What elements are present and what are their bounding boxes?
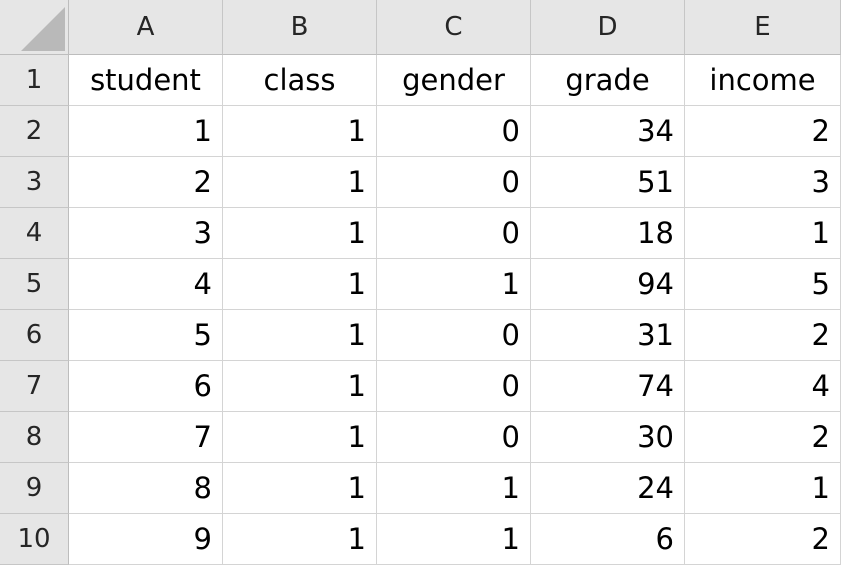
cell-e4[interactable]: 1 bbox=[685, 208, 841, 259]
cell-c8[interactable]: 0 bbox=[377, 412, 531, 463]
cell-a2[interactable]: 1 bbox=[69, 106, 223, 157]
cell-e2[interactable]: 2 bbox=[685, 106, 841, 157]
row-header-10[interactable]: 10 bbox=[0, 514, 69, 565]
cell-a3[interactable]: 2 bbox=[69, 157, 223, 208]
row-header-2[interactable]: 2 bbox=[0, 106, 69, 157]
select-all-triangle-icon bbox=[21, 7, 65, 51]
row-header-5[interactable]: 5 bbox=[0, 259, 69, 310]
cell-a8[interactable]: 7 bbox=[69, 412, 223, 463]
cell-d8[interactable]: 30 bbox=[531, 412, 685, 463]
cell-c9[interactable]: 1 bbox=[377, 463, 531, 514]
column-header-d[interactable]: D bbox=[531, 0, 685, 55]
column-header-b[interactable]: B bbox=[223, 0, 377, 55]
cell-d7[interactable]: 74 bbox=[531, 361, 685, 412]
cell-b10[interactable]: 1 bbox=[223, 514, 377, 565]
row-header-4[interactable]: 4 bbox=[0, 208, 69, 259]
cell-e10[interactable]: 2 bbox=[685, 514, 841, 565]
cell-a6[interactable]: 5 bbox=[69, 310, 223, 361]
cell-e6[interactable]: 2 bbox=[685, 310, 841, 361]
cell-c7[interactable]: 0 bbox=[377, 361, 531, 412]
cell-e7[interactable]: 4 bbox=[685, 361, 841, 412]
cell-c6[interactable]: 0 bbox=[377, 310, 531, 361]
cell-d9[interactable]: 24 bbox=[531, 463, 685, 514]
cell-a7[interactable]: 6 bbox=[69, 361, 223, 412]
cell-c4[interactable]: 0 bbox=[377, 208, 531, 259]
row-header-7[interactable]: 7 bbox=[0, 361, 69, 412]
cell-d1[interactable]: grade bbox=[531, 55, 685, 106]
row-header-9[interactable]: 9 bbox=[0, 463, 69, 514]
cell-a4[interactable]: 3 bbox=[69, 208, 223, 259]
cell-b1[interactable]: class bbox=[223, 55, 377, 106]
row-header-6[interactable]: 6 bbox=[0, 310, 69, 361]
cell-b8[interactable]: 1 bbox=[223, 412, 377, 463]
cell-e5[interactable]: 5 bbox=[685, 259, 841, 310]
cell-c5[interactable]: 1 bbox=[377, 259, 531, 310]
column-header-a[interactable]: A bbox=[69, 0, 223, 55]
cell-a10[interactable]: 9 bbox=[69, 514, 223, 565]
cell-d3[interactable]: 51 bbox=[531, 157, 685, 208]
cell-b5[interactable]: 1 bbox=[223, 259, 377, 310]
cell-a5[interactable]: 4 bbox=[69, 259, 223, 310]
cell-e8[interactable]: 2 bbox=[685, 412, 841, 463]
column-header-e[interactable]: E bbox=[685, 0, 841, 55]
cell-d10[interactable]: 6 bbox=[531, 514, 685, 565]
cell-c10[interactable]: 1 bbox=[377, 514, 531, 565]
cell-e3[interactable]: 3 bbox=[685, 157, 841, 208]
cell-e9[interactable]: 1 bbox=[685, 463, 841, 514]
column-header-c[interactable]: C bbox=[377, 0, 531, 55]
cell-d5[interactable]: 94 bbox=[531, 259, 685, 310]
cell-b3[interactable]: 1 bbox=[223, 157, 377, 208]
cell-c1[interactable]: gender bbox=[377, 55, 531, 106]
cell-b7[interactable]: 1 bbox=[223, 361, 377, 412]
cell-b4[interactable]: 1 bbox=[223, 208, 377, 259]
row-header-3[interactable]: 3 bbox=[0, 157, 69, 208]
cell-a1[interactable]: student bbox=[69, 55, 223, 106]
cell-c3[interactable]: 0 bbox=[377, 157, 531, 208]
cell-d4[interactable]: 18 bbox=[531, 208, 685, 259]
select-all-button[interactable] bbox=[0, 0, 69, 55]
cell-d6[interactable]: 31 bbox=[531, 310, 685, 361]
cell-a9[interactable]: 8 bbox=[69, 463, 223, 514]
cell-b2[interactable]: 1 bbox=[223, 106, 377, 157]
row-header-1[interactable]: 1 bbox=[0, 55, 69, 106]
cell-d2[interactable]: 34 bbox=[531, 106, 685, 157]
cell-c2[interactable]: 0 bbox=[377, 106, 531, 157]
row-header-8[interactable]: 8 bbox=[0, 412, 69, 463]
cell-e1[interactable]: income bbox=[685, 55, 841, 106]
cell-b9[interactable]: 1 bbox=[223, 463, 377, 514]
cell-b6[interactable]: 1 bbox=[223, 310, 377, 361]
